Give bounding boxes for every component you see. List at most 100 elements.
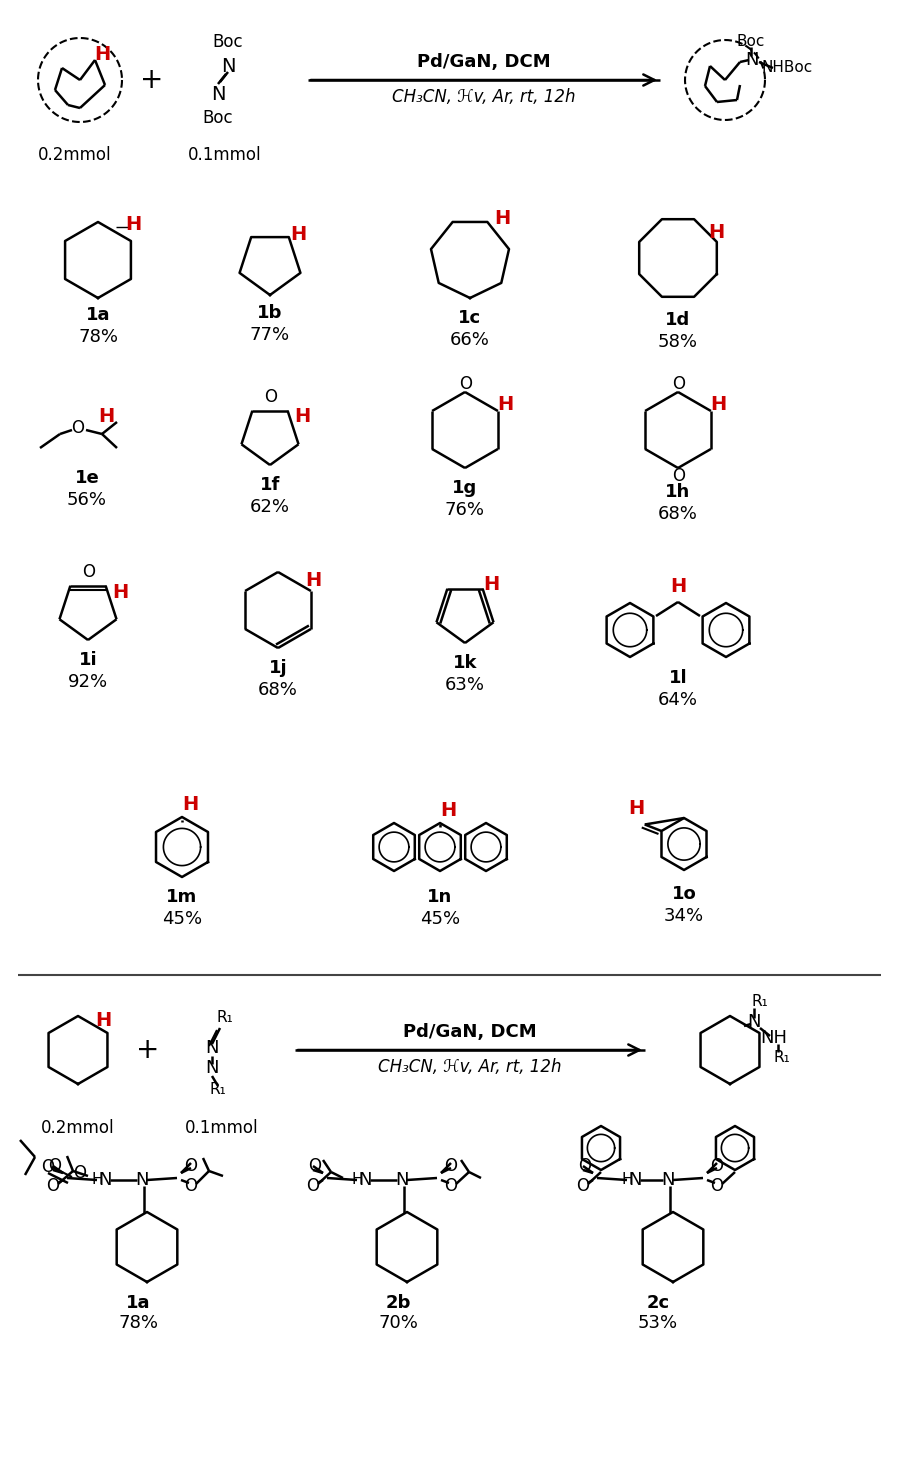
Text: 64%: 64% bbox=[658, 692, 698, 709]
Text: Boc: Boc bbox=[213, 33, 244, 52]
Text: O: O bbox=[49, 1157, 61, 1175]
Text: H: H bbox=[710, 395, 726, 414]
Text: R₁: R₁ bbox=[209, 1082, 227, 1098]
Text: 58%: 58% bbox=[658, 333, 698, 350]
Text: 1f: 1f bbox=[260, 476, 280, 494]
Text: 1m: 1m bbox=[166, 888, 198, 906]
Text: R₁: R₁ bbox=[752, 995, 769, 1009]
Text: 53%: 53% bbox=[638, 1314, 678, 1332]
Text: NH: NH bbox=[761, 1029, 788, 1046]
Text: 1a: 1a bbox=[85, 306, 111, 324]
Text: 45%: 45% bbox=[420, 910, 460, 928]
Text: O: O bbox=[444, 1176, 458, 1196]
Text: N: N bbox=[205, 1060, 218, 1077]
Text: 2b: 2b bbox=[386, 1295, 411, 1312]
Text: N: N bbox=[221, 56, 236, 75]
Text: 68%: 68% bbox=[258, 681, 298, 699]
Text: N: N bbox=[745, 52, 759, 69]
Text: R₁: R₁ bbox=[774, 1051, 790, 1066]
Text: H: H bbox=[708, 223, 724, 242]
Text: 66%: 66% bbox=[450, 331, 490, 349]
Text: N: N bbox=[747, 1012, 761, 1032]
Text: R₁: R₁ bbox=[217, 1011, 234, 1026]
Text: 70%: 70% bbox=[378, 1314, 418, 1332]
Text: 68%: 68% bbox=[658, 505, 698, 523]
Text: H: H bbox=[289, 226, 307, 244]
Text: NHBoc: NHBoc bbox=[761, 61, 813, 75]
Text: 1d: 1d bbox=[665, 310, 690, 330]
Text: H: H bbox=[111, 582, 129, 602]
Text: 1j: 1j bbox=[269, 659, 288, 677]
Text: N: N bbox=[662, 1171, 675, 1188]
Text: N: N bbox=[98, 1171, 111, 1188]
Text: 1l: 1l bbox=[669, 670, 688, 687]
Text: O: O bbox=[308, 1157, 322, 1175]
Text: 1b: 1b bbox=[257, 304, 282, 322]
Text: Pd/GaN, DCM: Pd/GaN, DCM bbox=[403, 1023, 537, 1041]
Text: 1k: 1k bbox=[453, 653, 477, 672]
Text: 0.2mmol: 0.2mmol bbox=[41, 1119, 115, 1137]
Text: 1h: 1h bbox=[665, 483, 690, 501]
Text: H: H bbox=[440, 801, 456, 819]
Text: O: O bbox=[672, 467, 686, 485]
Text: N: N bbox=[396, 1171, 409, 1188]
Text: H: H bbox=[98, 406, 114, 426]
Text: H: H bbox=[182, 795, 198, 813]
Text: 0.2mmol: 0.2mmol bbox=[38, 146, 111, 164]
Text: 92%: 92% bbox=[68, 672, 108, 692]
Text: H: H bbox=[305, 571, 321, 590]
Text: H: H bbox=[670, 576, 686, 596]
Text: O: O bbox=[710, 1157, 724, 1175]
Text: O: O bbox=[264, 389, 278, 406]
Text: N: N bbox=[358, 1171, 372, 1188]
Text: H: H bbox=[95, 1011, 111, 1030]
Text: 1c: 1c bbox=[458, 309, 482, 327]
Text: N: N bbox=[135, 1171, 148, 1188]
Text: 1a: 1a bbox=[126, 1295, 150, 1312]
Text: +: + bbox=[137, 1036, 160, 1064]
Text: 78%: 78% bbox=[78, 328, 118, 346]
Text: O: O bbox=[184, 1157, 198, 1175]
Text: N: N bbox=[210, 84, 226, 103]
Text: O: O bbox=[74, 1165, 86, 1182]
Text: H: H bbox=[621, 1172, 633, 1187]
Text: 1g: 1g bbox=[452, 479, 477, 497]
Text: CH₃CN, ℋv, Ar, rt, 12h: CH₃CN, ℋv, Ar, rt, 12h bbox=[392, 89, 575, 106]
Text: Boc: Boc bbox=[202, 109, 234, 127]
Text: 63%: 63% bbox=[445, 675, 485, 695]
Text: H: H bbox=[93, 46, 110, 65]
Text: 0.1mmol: 0.1mmol bbox=[185, 1119, 259, 1137]
Text: +: + bbox=[140, 67, 164, 95]
Text: 1e: 1e bbox=[75, 469, 100, 486]
Text: O: O bbox=[459, 375, 473, 393]
Text: O: O bbox=[672, 375, 686, 393]
Text: H: H bbox=[494, 208, 510, 228]
Text: O: O bbox=[578, 1157, 592, 1175]
Text: O: O bbox=[576, 1176, 590, 1196]
Text: 34%: 34% bbox=[664, 907, 704, 925]
Text: H: H bbox=[497, 395, 513, 414]
Text: 1o: 1o bbox=[672, 885, 697, 903]
Text: CH₃CN, ℋv, Ar, rt, 12h: CH₃CN, ℋv, Ar, rt, 12h bbox=[378, 1058, 562, 1076]
Text: N: N bbox=[628, 1171, 642, 1188]
Text: 56%: 56% bbox=[67, 491, 107, 508]
Text: H: H bbox=[294, 408, 310, 427]
Text: 1n: 1n bbox=[427, 888, 452, 906]
Text: H: H bbox=[628, 800, 645, 817]
Text: O: O bbox=[83, 563, 95, 581]
Text: O: O bbox=[710, 1176, 724, 1196]
Text: 2c: 2c bbox=[646, 1295, 670, 1312]
Text: Pd/GaN, DCM: Pd/GaN, DCM bbox=[417, 53, 551, 71]
Text: H: H bbox=[125, 216, 141, 235]
Text: O: O bbox=[47, 1176, 59, 1196]
Text: H: H bbox=[483, 575, 499, 594]
Text: O: O bbox=[444, 1157, 458, 1175]
Text: 0.1mmol: 0.1mmol bbox=[188, 146, 262, 164]
Text: O: O bbox=[41, 1157, 55, 1176]
Text: H: H bbox=[92, 1172, 102, 1187]
Text: 76%: 76% bbox=[445, 501, 485, 519]
Text: N: N bbox=[205, 1039, 218, 1057]
Text: 78%: 78% bbox=[118, 1314, 158, 1332]
Text: 45%: 45% bbox=[162, 910, 202, 928]
Text: 1i: 1i bbox=[79, 650, 97, 670]
